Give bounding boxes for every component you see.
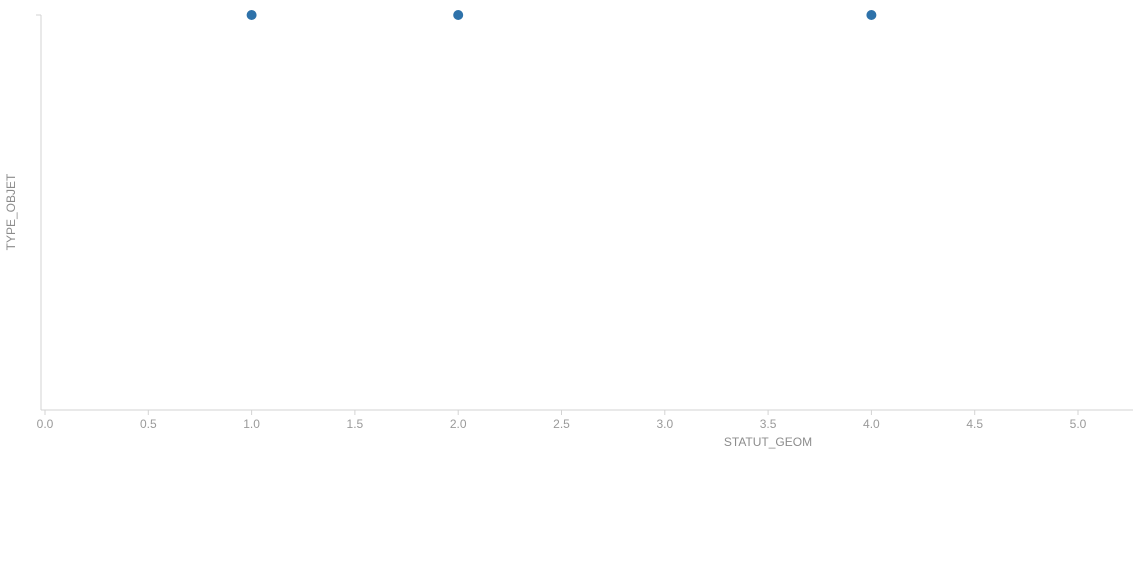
- data-point[interactable]: [866, 10, 877, 20]
- x-tick-label: 4.0: [863, 417, 880, 431]
- data-points: [246, 10, 877, 20]
- axes: [36, 14, 1133, 411]
- x-axis-title: STATUT_GEOM: [724, 435, 812, 449]
- x-tick-label: 1.5: [347, 417, 364, 431]
- x-tick-label: 3.0: [656, 417, 673, 431]
- x-tick-label: 3.5: [760, 417, 777, 431]
- data-point[interactable]: [453, 10, 464, 20]
- x-ticks: 0.0 0.5 1.0 1.5 2.0 2.5 3.0 3.5 4.0 4.5 5.0: [37, 410, 1087, 431]
- x-tick-label: 1.0: [243, 417, 260, 431]
- x-tick-label: 0.0: [37, 417, 54, 431]
- data-point[interactable]: [246, 10, 257, 20]
- x-tick-label: 4.5: [966, 417, 983, 431]
- x-tick-label: 2.0: [450, 417, 467, 431]
- x-tick-label: 5.0: [1070, 417, 1087, 431]
- x-tick-label: 0.5: [140, 417, 157, 431]
- y-axis-title: TYPE_OBJET: [4, 173, 18, 250]
- x-tick-label: 2.5: [553, 417, 570, 431]
